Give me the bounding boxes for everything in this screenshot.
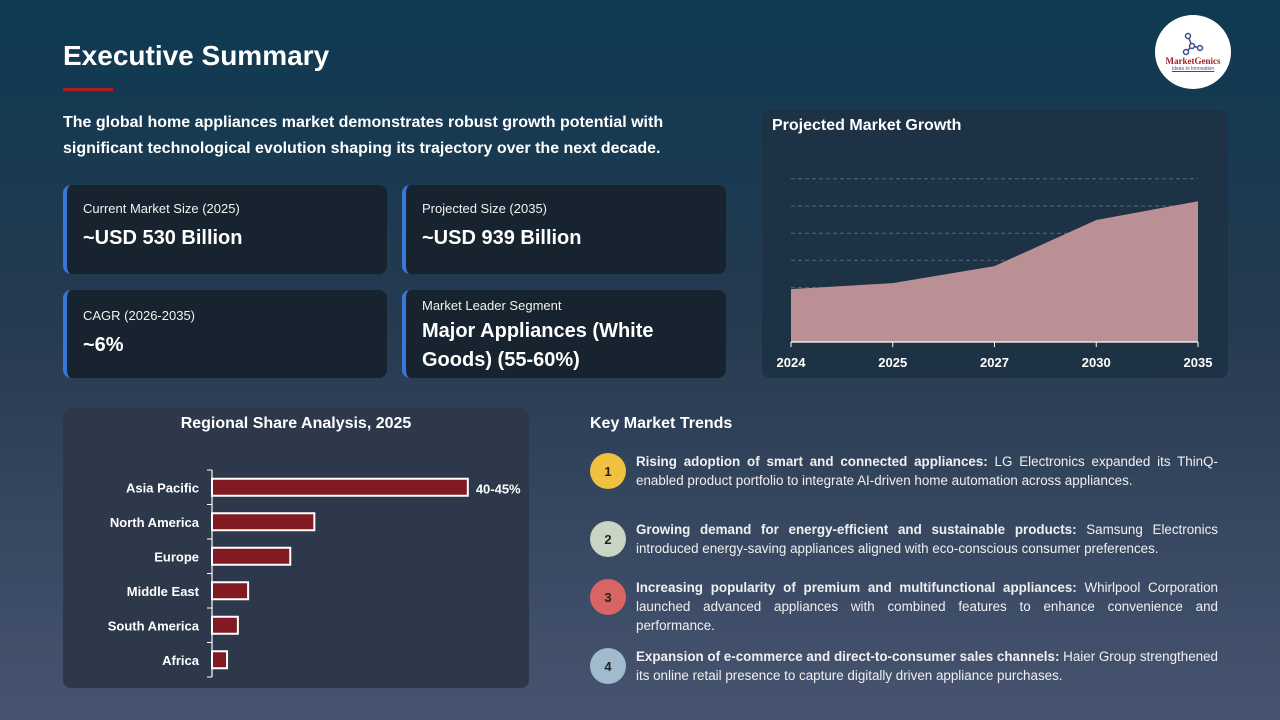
page-title: Executive Summary (63, 40, 330, 71)
trend-item: 3 Increasing popularity of premium and mu… (590, 578, 1218, 635)
trend-number-badge: 1 (590, 453, 626, 489)
trends-title: Key Market Trends (590, 415, 733, 432)
card-label: Market Leader Segment (422, 298, 562, 313)
current-size-card: Current Market Size (2025) ~USD 530 Bill… (63, 185, 387, 274)
trend-item: 1 Rising adoption of smart and connected … (590, 452, 1218, 490)
category-label: Africa (162, 653, 200, 668)
card-label: CAGR (2026-2035) (83, 308, 195, 323)
bar (211, 512, 316, 532)
category-label: North America (110, 515, 200, 530)
card-value: ~USD 530 Billion (83, 227, 243, 249)
category-label: Middle East (127, 584, 200, 599)
growth-chart-panel: Projected Market Growth 2024 2025 2027 2030… (762, 110, 1228, 378)
projected-size-card: Projected Size (2035) ~USD 939 Billion (402, 185, 726, 274)
trend-description: Whirlpool Corporation launched advanced … (636, 580, 1218, 633)
trend-description: Haier Group strengthened its online reta… (636, 649, 1218, 683)
logo-tagline: Ideas to Innovation (1171, 66, 1215, 72)
trend-item: 2 Growing demand for energy-efficient and… (590, 520, 1218, 558)
trend-text: Growing demand for energy-efficient and … (636, 520, 1218, 558)
card-value: Major Appliances (White Goods) (55-60%) (422, 320, 654, 371)
x-tick-label: 2024 (777, 355, 807, 370)
bar (211, 546, 292, 566)
data-label: 40-45% (476, 481, 521, 496)
trend-number-badge: 4 (590, 648, 626, 684)
bar (211, 581, 250, 601)
card-value: ~6% (83, 334, 124, 356)
category-label: Europe (154, 549, 199, 564)
trend-heading: Increasing popularity of premium and mul… (636, 580, 1077, 595)
category-label: Asia Pacific (126, 480, 199, 495)
x-tick-label: 2035 (1184, 355, 1213, 370)
card-value: ~USD 939 Billion (422, 227, 582, 249)
cagr-card: CAGR (2026-2035) ~6% (63, 290, 387, 378)
x-tick-label: 2025 (878, 355, 907, 370)
trend-heading: Expansion of e-commerce and direct-to-co… (636, 649, 1060, 664)
x-tick-label: 2027 (980, 355, 1009, 370)
category-label: South America (108, 618, 200, 633)
regional-bar-chart: Asia Pacific 40-45% North America Europe Mid… (108, 469, 521, 678)
logo-name: MarketGenics (1165, 56, 1221, 66)
title-underline (63, 88, 113, 91)
x-tick-label: 2030 (1082, 355, 1111, 370)
network-icon (1182, 32, 1204, 56)
card-label: Projected Size (2035) (422, 201, 548, 216)
chart-title: Regional Share Analysis, 2025 (180, 415, 412, 432)
trend-text: Increasing popularity of premium and mul… (636, 578, 1218, 635)
bar (211, 477, 469, 497)
trend-description: LG Electronics expanded its ThinQ-enable… (636, 454, 1218, 488)
logo: MarketGenics Ideas to Innovation (1155, 15, 1231, 89)
trend-heading: Growing demand for energy-efficient and … (636, 522, 1077, 537)
bar (211, 615, 239, 635)
regional-chart-panel: Regional Share Analysis, 2025 Asia Pacif… (63, 408, 529, 688)
intro-text: The global home appliances market demons… (63, 114, 664, 157)
chart-title: Projected Market Growth (772, 117, 962, 134)
area-series (791, 201, 1198, 342)
trend-text: Expansion of e-commerce and direct-to-co… (636, 647, 1218, 685)
trend-number-badge: 2 (590, 521, 626, 557)
leader-segment-card: Market Leader Segment Major Appliances (… (402, 290, 726, 378)
trend-description: Samsung Electronics introduced energy-sa… (636, 522, 1218, 556)
card-label: Current Market Size (2025) (83, 201, 240, 216)
trend-heading: Rising adoption of smart and connected a… (636, 454, 988, 469)
bar (211, 650, 229, 670)
trend-number-badge: 3 (590, 579, 626, 615)
trend-text: Rising adoption of smart and connected a… (636, 452, 1218, 490)
growth-area-chart: 2024 2025 2027 2030 2035 (777, 178, 1213, 370)
trend-item: 4 Expansion of e-commerce and direct-to-c… (590, 647, 1218, 685)
